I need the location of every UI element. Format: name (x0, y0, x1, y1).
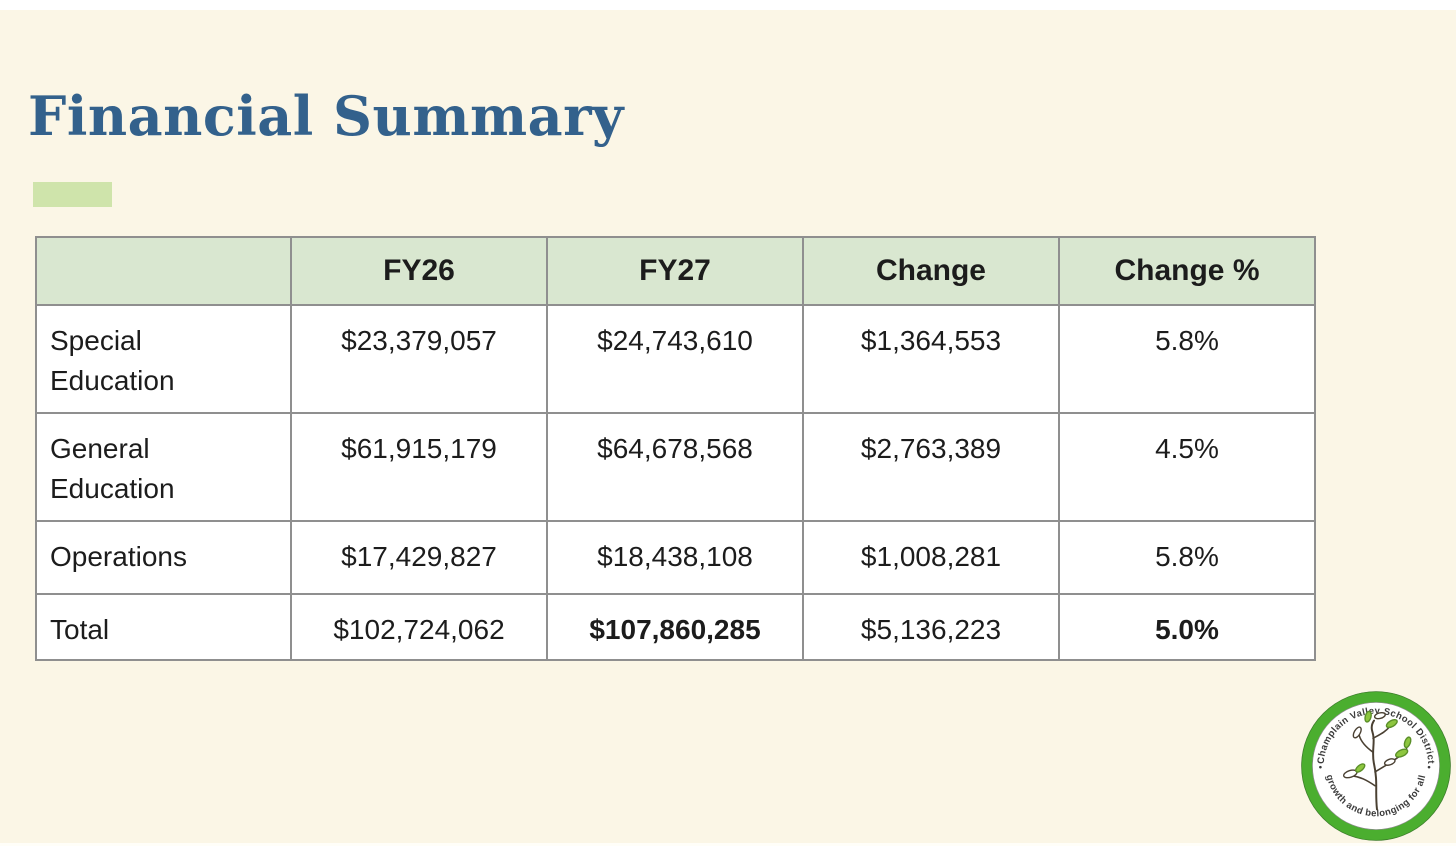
cell-fy27: $24,743,610 (546, 304, 804, 414)
cell-fy27: $107,860,285 (546, 593, 804, 661)
cell-change-pct: 5.8% (1058, 520, 1316, 595)
column-header-change-pct: Change % (1058, 236, 1316, 306)
logo-separator-right: • (1427, 762, 1431, 773)
cell-fy26: $23,379,057 (290, 304, 548, 414)
table-row-general-education: General Education $61,915,179 $64,678,56… (35, 412, 1316, 522)
financial-summary-table-wrap: FY26 FY27 Change Change % Special Educat… (35, 236, 1316, 661)
header-row: FY26 FY27 Change Change % (35, 236, 1316, 306)
table-row-total: Total $102,724,062 $107,860,285 $5,136,2… (35, 593, 1316, 661)
row-label: Special Education (35, 304, 292, 414)
logo-separator-left: • (1319, 762, 1323, 773)
title-accent-bar (33, 182, 112, 207)
cell-change-pct: 5.8% (1058, 304, 1316, 414)
logo-ring-outer-line (1301, 691, 1451, 841)
row-label: General Education (35, 412, 292, 522)
cell-fy27: $64,678,568 (546, 412, 804, 522)
cell-fy26: $102,724,062 (290, 593, 548, 661)
cell-change-pct: 5.0% (1058, 593, 1316, 661)
bottom-edge-strip (0, 843, 1456, 846)
logo-ring-inner-line (1312, 702, 1440, 830)
tree-leaves (1343, 710, 1412, 779)
row-label: Total (35, 593, 292, 661)
column-header-fy27: FY27 (546, 236, 804, 306)
top-edge-strip (0, 0, 1456, 10)
row-label: Operations (35, 520, 292, 595)
cell-change: $2,763,389 (802, 412, 1060, 522)
page-title: Financial Summary (28, 84, 624, 148)
cell-fy26: $61,915,179 (290, 412, 548, 522)
cell-change-pct: 4.5% (1058, 412, 1316, 522)
cell-fy27: $18,438,108 (546, 520, 804, 595)
cell-change: $1,364,553 (802, 304, 1060, 414)
district-logo: Champlain Valley School District growth … (1301, 691, 1451, 841)
table-row-special-education: Special Education $23,379,057 $24,743,61… (35, 304, 1316, 414)
column-header-fy26: FY26 (290, 236, 548, 306)
cell-fy26: $17,429,827 (290, 520, 548, 595)
corner-cell (35, 236, 292, 306)
cell-change: $1,008,281 (802, 520, 1060, 595)
table-row-operations: Operations $17,429,827 $18,438,108 $1,00… (35, 520, 1316, 595)
district-logo-badge: Champlain Valley School District growth … (1301, 691, 1451, 841)
financial-summary-table: FY26 FY27 Change Change % Special Educat… (35, 236, 1316, 661)
cell-change: $5,136,223 (802, 593, 1060, 661)
column-header-change: Change (802, 236, 1060, 306)
logo-ring (1301, 691, 1451, 841)
